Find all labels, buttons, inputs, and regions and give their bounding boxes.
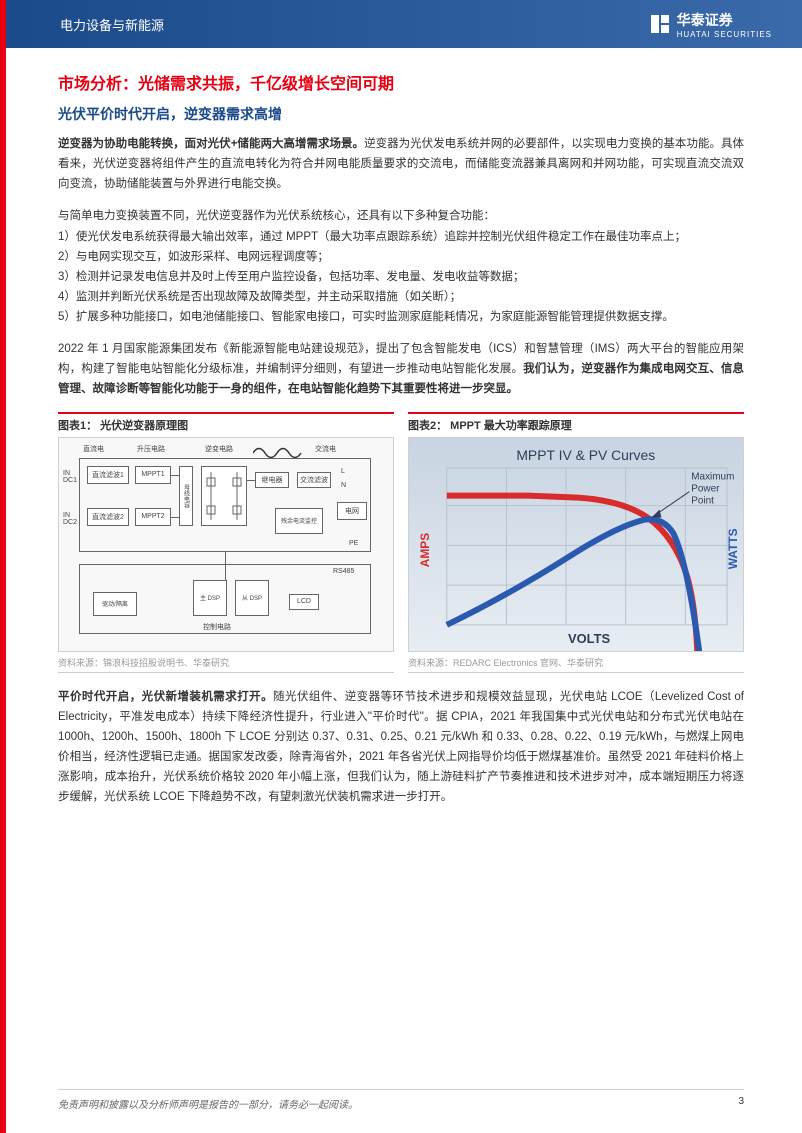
- chart2-ylabel-left: AMPS: [418, 532, 432, 566]
- figure-1: 图表1： 光伏逆变器原理图 直流电 升压电路 逆变电路 交流电 IN DC1 I…: [58, 412, 394, 673]
- content-area: 市场分析：光储需求共振，千亿级增长空间可期 光伏平价时代开启，逆变器需求高增 逆…: [0, 48, 802, 807]
- inverter-diagram: 直流电 升压电路 逆变电路 交流电 IN DC1 IN DC2 直流滤波1 MP: [65, 444, 387, 645]
- chart2-title: MPPT IV & PV Curves: [516, 446, 655, 462]
- diag-mppt1: MPPT1: [135, 466, 171, 484]
- diag-bridge: [201, 466, 247, 526]
- brand-name-en: HUATAI SECURITIES: [677, 30, 772, 39]
- diag-mppt2: MPPT2: [135, 508, 171, 526]
- footer-page: 3: [738, 1096, 744, 1111]
- diag-in1: IN DC1: [63, 470, 77, 484]
- paragraph-4: 平价时代开启，光伏新增装机需求打开。随光伏组件、逆变器等环节技术进步和规模效益显…: [58, 687, 744, 808]
- diag-line: [171, 475, 179, 476]
- diag-dsp2: 从 DSP: [235, 580, 269, 616]
- diag-N: N: [341, 482, 346, 489]
- diag-line: [225, 552, 226, 580]
- sub-title: 光伏平价时代开启，逆变器需求高增: [58, 104, 744, 124]
- logo-icon: [649, 13, 671, 35]
- figure-2-body: MPPT IV & PV Curves Maximum Power Point …: [408, 437, 744, 652]
- chart2-mpp3: Point: [691, 495, 714, 506]
- diag-dc-label: 直流电: [83, 444, 104, 454]
- figures-row: 图表1： 光伏逆变器原理图 直流电 升压电路 逆变电路 交流电 IN DC1 I…: [58, 412, 744, 673]
- diag-ac-label: 交流电: [315, 444, 336, 454]
- diag-buscap: 母线电容: [179, 466, 193, 526]
- diag-line: [247, 480, 255, 481]
- list-item-1: 1）使光伏发电系统获得最大输出效率，通过 MPPT（最大功率点跟踪系统）追踪并控…: [58, 227, 744, 247]
- brand-name: 华泰证券: [677, 10, 772, 30]
- paragraph-1: 逆变器为协助电能转换，面对光伏+储能两大高增需求场景。逆变器为光伏发电系统并网的…: [58, 134, 744, 194]
- diag-rs485: RS485: [333, 568, 354, 575]
- diag-acfilter: 交流滤波: [297, 472, 331, 488]
- figure-2-title: 图表2： MPPT 最大功率跟踪原理: [408, 412, 744, 433]
- diag-in2: IN DC2: [63, 512, 77, 526]
- figure-1-title: 图表1： 光伏逆变器原理图: [58, 412, 394, 433]
- header-category: 电力设备与新能源: [60, 15, 164, 34]
- diag-lcd: LCD: [289, 594, 319, 610]
- diag-boost-label: 升压电路: [137, 444, 165, 454]
- list-item-2: 2）与电网实现交互，如波形采样、电网远程调度等；: [58, 247, 744, 267]
- figure-1-body: 直流电 升压电路 逆变电路 交流电 IN DC1 IN DC2 直流滤波1 MP: [58, 437, 394, 652]
- para4-bold: 平价时代开启，光伏新增装机需求打开。: [58, 691, 273, 703]
- diag-relay: 继电器: [255, 472, 289, 488]
- list-item-4: 4）监测并判断光伏系统是否出现故障及故障类型，并主动采取措施（如关断）；: [58, 287, 744, 307]
- diag-gfci: 驱动/隔离: [93, 592, 137, 616]
- figure-2-source: 资料来源：REDARC Electronics 官网、华泰研究: [408, 656, 744, 673]
- chart2-xlabel: VOLTS: [568, 630, 610, 645]
- brand-logo: 华泰证券 HUATAI SECURITIES: [649, 10, 772, 39]
- chart2-mpp2: Power: [691, 483, 720, 494]
- diag-leak: 残余电流监控: [275, 508, 323, 534]
- accent-bar: [0, 0, 6, 1133]
- para1-bold: 逆变器为协助电能转换，面对光伏+储能两大高增需求场景。: [58, 138, 364, 150]
- diag-dcfilter2: 直流滤波2: [87, 508, 129, 526]
- diag-ctrl-label: 控制电路: [203, 622, 231, 632]
- chart2-ylabel-right: WATTS: [726, 528, 740, 569]
- page-header: 电力设备与新能源 华泰证券 HUATAI SECURITIES: [0, 0, 802, 48]
- diag-L: L: [341, 468, 345, 475]
- mppt-chart: MPPT IV & PV Curves Maximum Power Point …: [409, 438, 743, 652]
- diag-line: [171, 517, 179, 518]
- paragraph-3: 2022 年 1 月国家能源集团发布《新能源智能电站建设规范》，提出了包含智能发…: [58, 339, 744, 399]
- page-footer: 免责声明和披露以及分析师声明是报告的一部分，请务必一起阅读。 3: [58, 1089, 744, 1111]
- figure-1-source: 资料来源：锦浪科技招股说明书、华泰研究: [58, 656, 394, 673]
- list-item-5: 5）扩展多种功能接口，如电池储能接口、智能家电接口，可实时监测家庭能耗情况，为家…: [58, 307, 744, 327]
- paragraph-2-intro: 与简单电力变换装置不同，光伏逆变器作为光伏系统核心，还具有以下多种复合功能：: [58, 206, 744, 226]
- bridge-icon: [203, 468, 245, 524]
- main-title: 市场分析：光储需求共振，千亿级增长空间可期: [58, 70, 744, 94]
- figure-2: 图表2： MPPT 最大功率跟踪原理: [408, 412, 744, 673]
- diag-pe: PE: [349, 540, 358, 547]
- diag-inv-label: 逆变电路: [205, 444, 233, 454]
- footer-disclaimer: 免责声明和披露以及分析师声明是报告的一部分，请务必一起阅读。: [58, 1096, 358, 1111]
- diag-dcfilter1: 直流滤波1: [87, 466, 129, 484]
- para4-rest: 随光伏组件、逆变器等环节技术进步和规模效益显现，光伏电站 LCOE（Leveli…: [58, 691, 744, 804]
- chart2-mpp1: Maximum: [691, 471, 734, 482]
- diag-grid: 电网: [337, 502, 367, 520]
- diag-dsp1: 主 DSP: [193, 580, 227, 616]
- list-item-3: 3）检测并记录发电信息并及时上传至用户监控设备，包括功率、发电量、发电收益等数据…: [58, 267, 744, 287]
